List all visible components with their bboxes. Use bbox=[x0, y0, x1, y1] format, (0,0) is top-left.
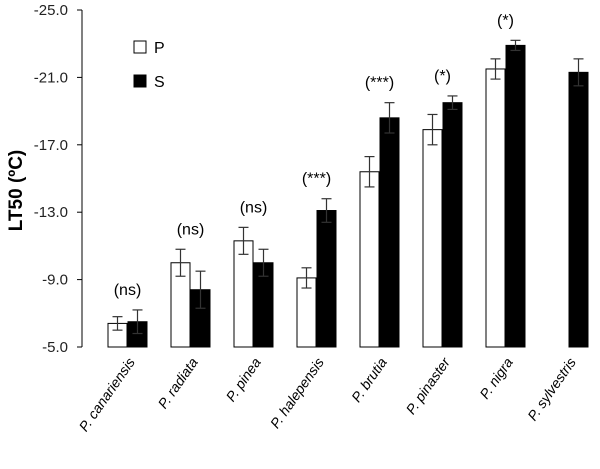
y-tick-label: -9.0 bbox=[42, 272, 68, 289]
x-category-label: P. halepensis bbox=[267, 355, 327, 432]
y-tick-label: -5.0 bbox=[42, 339, 68, 356]
y-axis: -25.0 -21.0 -17.0 -13.0 -9.0 -5.0 bbox=[34, 2, 83, 356]
bar-s-7 bbox=[568, 71, 589, 348]
error-bar bbox=[258, 248, 269, 277]
error-bar bbox=[238, 226, 249, 255]
error-bar bbox=[490, 58, 501, 80]
y-axis-title: LT50 (ºC) bbox=[6, 150, 27, 232]
y-tick-label: -25.0 bbox=[34, 2, 68, 19]
error-bars bbox=[112, 39, 584, 335]
bar-s-6 bbox=[505, 44, 526, 348]
bar-p-2 bbox=[233, 240, 254, 348]
error-bar bbox=[321, 198, 332, 223]
error-bar bbox=[195, 270, 206, 309]
error-bar bbox=[447, 95, 458, 111]
x-category-label: P. radiata bbox=[155, 354, 202, 411]
error-bar bbox=[132, 309, 143, 335]
x-category-label: P. canariensis bbox=[75, 355, 138, 435]
significance-label: (ns) bbox=[114, 282, 142, 299]
x-axis-category-labels: P. canariensis P. radiata P. pinea P. halep… bbox=[75, 353, 579, 434]
x-category-label: P. brutia bbox=[348, 354, 390, 405]
significance-label: (ns) bbox=[240, 199, 268, 216]
legend-label-s: S bbox=[154, 74, 165, 91]
legend-swatch-p bbox=[133, 40, 147, 54]
error-bar bbox=[112, 316, 123, 331]
significance-labels: (ns) (ns) (ns) (***) (***) (*) (*) bbox=[114, 12, 514, 299]
error-bar bbox=[573, 58, 584, 87]
error-bar bbox=[384, 102, 395, 134]
bar-p-5 bbox=[422, 129, 443, 348]
y-tick-label: -13.0 bbox=[34, 204, 68, 221]
bar-s-4 bbox=[379, 117, 400, 348]
x-category-label: P. sylvestris bbox=[524, 355, 579, 424]
error-bar bbox=[510, 39, 521, 52]
legend-swatch-s bbox=[133, 74, 147, 88]
legend: P S bbox=[133, 40, 165, 91]
bar-p-6 bbox=[485, 68, 506, 348]
significance-label: (*) bbox=[434, 68, 451, 85]
error-bar bbox=[175, 248, 186, 277]
significance-label: (ns) bbox=[177, 221, 205, 238]
bar-p-4 bbox=[359, 171, 380, 348]
y-tick-label: -21.0 bbox=[34, 69, 68, 86]
legend-label-p: P bbox=[154, 40, 165, 57]
error-bar bbox=[427, 113, 438, 146]
bars bbox=[107, 44, 589, 348]
bar-s-5 bbox=[442, 102, 463, 348]
x-category-label: P. nigra bbox=[476, 354, 516, 401]
x-category-label: P. pinaster bbox=[402, 353, 453, 417]
significance-label: (***) bbox=[302, 171, 331, 188]
significance-label: (***) bbox=[365, 75, 394, 92]
x-category-label: P. pinea bbox=[222, 354, 264, 404]
error-bar bbox=[301, 267, 312, 289]
error-bar bbox=[364, 155, 375, 188]
y-tick-label: -17.0 bbox=[34, 137, 68, 154]
significance-label: (*) bbox=[497, 12, 514, 29]
bar-s-3 bbox=[316, 210, 337, 348]
